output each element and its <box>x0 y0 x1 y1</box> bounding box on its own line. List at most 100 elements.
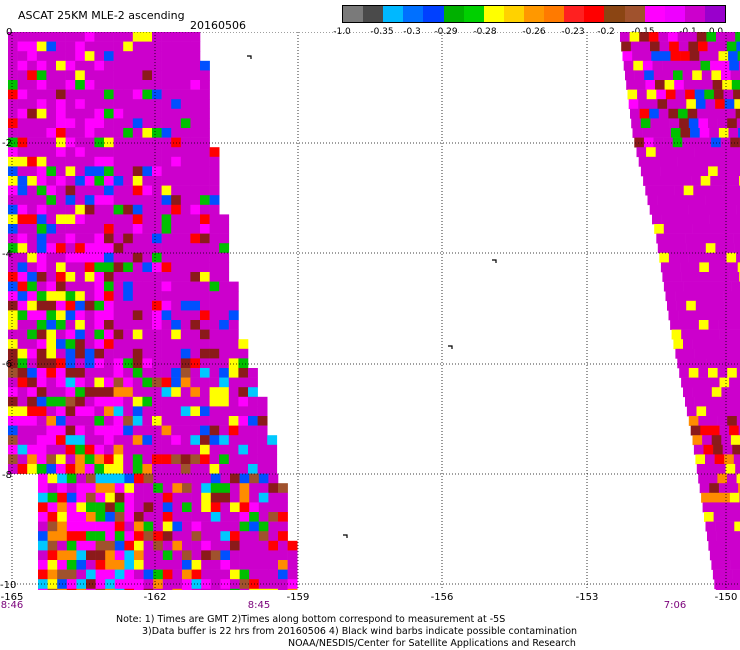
swath-pixel <box>692 70 703 81</box>
swath-pixel <box>180 147 191 158</box>
swath-pixel <box>219 396 230 407</box>
swath-pixel <box>75 252 86 263</box>
swath-pixel <box>738 214 740 225</box>
swath-pixel <box>75 435 86 446</box>
swath-pixel <box>200 425 210 436</box>
swath-pixel <box>639 108 650 119</box>
swath-pixel <box>738 329 740 340</box>
swath-pixel <box>46 99 57 110</box>
swath-pixel <box>230 483 240 494</box>
swath-pixel <box>258 483 269 494</box>
swath-pixel <box>734 243 740 254</box>
swath-pixel <box>190 339 201 350</box>
swath-pixel <box>716 32 726 42</box>
swath-pixel <box>113 300 124 311</box>
swath-pixel <box>152 425 162 436</box>
swath-pixel <box>732 291 740 302</box>
swath-pixel <box>142 435 153 446</box>
swath-pixel <box>65 118 76 129</box>
swath-pixel <box>257 454 268 465</box>
swath-pixel <box>27 348 38 359</box>
swath-pixel <box>628 99 639 110</box>
swath-pixel <box>104 281 114 292</box>
swath-pixel <box>248 377 258 388</box>
swath-pixel <box>210 540 221 551</box>
swath-pixel <box>162 483 173 494</box>
swath-pixel <box>724 99 735 110</box>
swath-pixel <box>278 531 288 542</box>
swath-pixel <box>238 464 249 474</box>
swath-pixel <box>662 60 672 71</box>
swath-pixel <box>66 521 77 532</box>
swath-pixel <box>66 512 77 522</box>
swath-pixel <box>688 368 699 378</box>
swath-pixel <box>8 99 18 110</box>
swath-pixel <box>46 80 57 90</box>
swath-pixel <box>230 579 240 590</box>
swath-pixel <box>171 128 182 138</box>
swath-pixel <box>56 243 66 254</box>
swath-pixel <box>124 531 135 542</box>
swath-pixel <box>84 320 95 330</box>
swath-pixel <box>735 464 740 474</box>
swath-pixel <box>683 387 693 398</box>
swath-pixel <box>191 569 202 580</box>
colorbar-swatch <box>403 6 424 22</box>
swath-pixel <box>104 339 114 350</box>
swath-pixel <box>230 540 240 551</box>
swath-pixel <box>75 70 86 81</box>
swath-pixel <box>132 80 143 90</box>
swath-pixel <box>200 204 210 215</box>
swath-pixel <box>94 32 105 42</box>
swath-pixel <box>685 89 695 100</box>
swath-pixel <box>142 320 153 330</box>
swath-pixel <box>161 137 172 148</box>
swath-pixel <box>693 444 704 455</box>
swath-pixel <box>132 137 143 148</box>
swath-pixel <box>701 137 712 148</box>
swath-pixel <box>721 281 732 292</box>
swath-pixel <box>8 32 18 42</box>
swath-pixel <box>180 60 191 71</box>
swath-pixel <box>688 416 699 426</box>
swath-pixel <box>630 41 641 52</box>
swath-pixel <box>161 425 172 436</box>
swath-pixel <box>142 272 153 282</box>
swath-pixel <box>230 512 240 522</box>
swath-pixel <box>687 32 698 42</box>
swath-pixel <box>65 320 76 330</box>
swath-pixel <box>738 377 740 388</box>
swath-pixel <box>113 70 124 81</box>
swath-pixel <box>104 377 114 388</box>
swath-pixel <box>94 185 105 196</box>
swath-pixel <box>17 147 28 158</box>
swath-pixel <box>104 444 114 455</box>
swath-pixel <box>220 569 231 580</box>
x-tick-label: -162 <box>143 592 167 603</box>
swath-pixel <box>238 416 249 426</box>
swath-pixel <box>191 540 202 551</box>
swath-pixel <box>171 252 182 263</box>
swath-pixel <box>210 588 221 590</box>
swath-pixel <box>648 32 659 42</box>
swath-pixel <box>249 521 260 532</box>
swath-pixel <box>728 214 739 225</box>
swath-pixel <box>65 396 76 407</box>
swath-pixel <box>17 252 28 263</box>
swath-pixel <box>161 108 172 119</box>
swath-pixel <box>8 128 18 138</box>
swath-pixel <box>622 51 633 62</box>
swath-pixel <box>718 483 729 494</box>
swath-pixel <box>180 416 191 426</box>
swath-pixel <box>238 368 249 378</box>
swath-pixel <box>113 358 124 369</box>
swath-pixel <box>220 512 231 522</box>
swath-pixel <box>46 89 57 100</box>
swath-pixel <box>720 137 731 148</box>
swath-pixel <box>84 108 95 119</box>
swath-pixel <box>171 435 182 446</box>
swath-pixel <box>36 300 47 311</box>
swath-pixel <box>737 262 740 273</box>
swath-pixel <box>701 70 712 81</box>
swath-pixel <box>27 416 38 426</box>
